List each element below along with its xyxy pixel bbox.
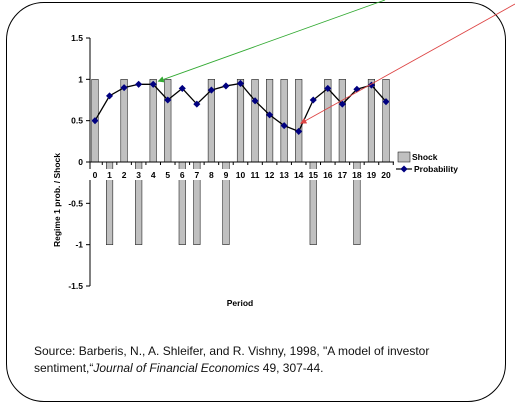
shock-bar-11 — [251, 79, 259, 163]
probability-point-8 — [207, 86, 215, 94]
x-axis-title: Period — [227, 298, 253, 308]
legend-shock-swatch — [397, 151, 411, 163]
x-tick-label-bg — [89, 169, 101, 180]
x-tick-label: 13 — [279, 170, 289, 180]
y-tick-label: 0 — [78, 157, 83, 167]
x-tick-label-bg — [118, 169, 130, 180]
x-tick-label-bg — [191, 169, 203, 180]
x-tick-label-bg — [307, 169, 319, 180]
probability-point-5 — [164, 96, 172, 104]
probability-point-2 — [120, 84, 128, 92]
shock-bar-2 — [120, 79, 128, 163]
x-tick-label: 7 — [194, 170, 199, 180]
x-tick-label: 5 — [165, 170, 170, 180]
y-tick-label: -0.5 — [68, 198, 83, 208]
probability-point-4 — [149, 80, 157, 88]
axes: 1.510.50-0.5-1-1.50 1 2 3 4 5 6 7 8 9 10 11 12 13 14 15… — [68, 33, 394, 291]
probability-point-14 — [295, 127, 303, 135]
x-tick-label: 16 — [323, 170, 333, 180]
x-tick-label: 19 — [367, 170, 377, 180]
probability-point-1 — [106, 92, 114, 100]
x-tick-label: 8 — [209, 170, 214, 180]
probability-point-0 — [91, 117, 99, 125]
source-citation: Source: Barberis, N., A. Shleifer, and R… — [34, 343, 474, 377]
legend-probability-label: Probability — [414, 164, 458, 174]
x-tick-label: 17 — [338, 170, 348, 180]
probability-point-9 — [222, 82, 230, 90]
y-tick-label: 1 — [78, 74, 83, 84]
shock-bar-12 — [266, 79, 274, 163]
probability-line — [91, 79, 390, 135]
probability-point-10 — [236, 79, 245, 88]
y-tick-label: -1 — [75, 240, 83, 250]
probability-point-3 — [135, 80, 143, 88]
slide-frame — [6, 2, 506, 402]
source-prefix: Source: Barberis, N., A. Shleifer, and R… — [34, 344, 430, 375]
y-tick-label: 0.5 — [71, 116, 83, 126]
shock-bar-19 — [367, 79, 375, 163]
x-tick-label-bg — [322, 169, 334, 180]
x-tick-label-bg — [220, 169, 232, 180]
x-tick-label-bg — [293, 169, 305, 180]
probability-point-16 — [324, 84, 332, 92]
x-tick-label: 12 — [265, 170, 275, 180]
x-tick-label-bg — [336, 169, 348, 180]
shock-bar-20 — [382, 79, 390, 163]
x-tick-label-bg — [205, 169, 217, 180]
x-tick-label-bg — [104, 169, 116, 180]
x-tick-label-bg — [380, 169, 392, 180]
source-journal: Journal of Financial Economics — [93, 361, 260, 375]
probability-point-17 — [338, 100, 346, 108]
legend-shock-label: Shock — [412, 152, 438, 162]
probability-point-20 — [382, 98, 390, 106]
x-tick-label-bg — [249, 169, 261, 180]
probability-point-7 — [193, 100, 201, 108]
x-tick-label: 14 — [294, 170, 304, 180]
probability-point-15 — [309, 96, 317, 104]
probability-point-12 — [266, 111, 274, 119]
x-tick-label: 18 — [352, 170, 362, 180]
probability-point-13 — [280, 122, 288, 130]
probability-point-6 — [178, 84, 186, 92]
x-tick-label: 3 — [136, 170, 141, 180]
shock-bar-4 — [149, 79, 157, 163]
red-annotation-arrow — [300, 3, 515, 124]
y-tick-label: -1.5 — [68, 281, 83, 291]
y-axis-title: Regime 1 prob. / Shock — [52, 153, 62, 247]
x-tick-label-bg — [162, 169, 174, 180]
x-tick-label-bg — [264, 169, 276, 180]
x-tick-label: 1 — [107, 170, 112, 180]
x-tick-label: 0 — [93, 170, 98, 180]
x-tick-label-bg — [176, 169, 188, 180]
shock-bar-13 — [280, 79, 288, 163]
shock-bar-17 — [338, 79, 346, 163]
x-tick-label: 11 — [251, 170, 260, 180]
source-suffix: 49, 307-44. — [259, 361, 324, 375]
x-tick-label: 9 — [224, 170, 229, 180]
x-tick-label: 6 — [180, 170, 185, 180]
y-tick-label: 1.5 — [71, 33, 83, 43]
annotation-arrows — [157, 0, 515, 124]
x-tick-label-bg — [133, 169, 145, 180]
x-tick-label-bg — [365, 169, 377, 180]
x-tick-label: 15 — [309, 170, 319, 180]
shock-bar-10 — [236, 79, 245, 163]
x-tick-label: 4 — [151, 170, 156, 180]
x-tick-label: 20 — [381, 170, 391, 180]
x-tick-label-bg — [278, 169, 290, 180]
shock-bar-5 — [164, 79, 172, 163]
shock-bar-14 — [295, 79, 303, 163]
legend: Shock Probability — [396, 151, 458, 174]
x-tick-label-bg — [147, 169, 159, 180]
x-tick-label-bg — [235, 169, 246, 180]
x-tick-label: 2 — [122, 170, 127, 180]
green-annotation-arrow — [157, 0, 386, 83]
x-tick-label: 10 — [236, 170, 246, 180]
x-tick-label-bg — [351, 169, 363, 180]
legend-probability-marker — [400, 165, 408, 173]
